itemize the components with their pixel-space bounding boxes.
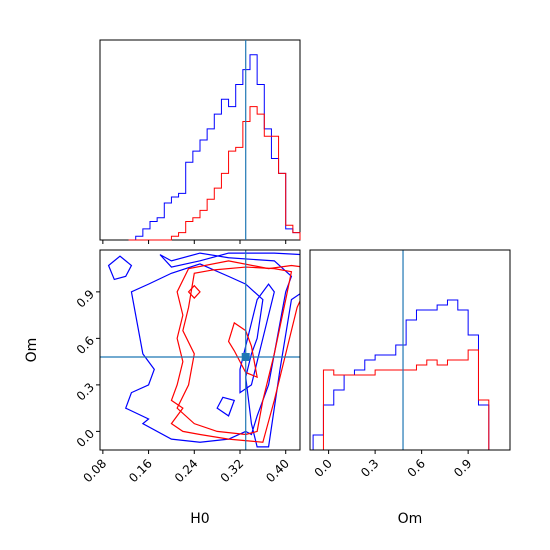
om-histogram-frame [309, 249, 511, 451]
om-y-axis-ticks: 0.0 0.3 0.6 0.9 [74, 287, 100, 450]
contour-red-5 [170, 260, 300, 443]
contour-red-4 [176, 266, 293, 436]
om-histogram-panel: 0.0 0.3 0.6 0.9 Om [309, 249, 511, 527]
om-y-tick-label: 0.6 [74, 334, 97, 357]
om-x-axis-ticks: 0.0 0.3 0.6 0.9 [312, 450, 475, 480]
h0-x-tick-label: 0.32 [218, 456, 247, 485]
om-x-tick-label: 0.9 [451, 456, 474, 479]
h0-om-contour-marks [100, 250, 300, 450]
om-y-tick-label: 0.3 [74, 380, 97, 403]
h0-om-contour-panel: 0.08 0.16 0.24 0.32 0.40 0.0 0.3 0.6 0.9 H0 Om [24, 249, 301, 527]
om-x-tick-label: 0.3 [358, 456, 381, 479]
om-x-tick-label: 0.6 [405, 456, 428, 479]
om-hist-red-series [313, 349, 500, 451]
h0-histogram-frame [99, 39, 301, 241]
contour-blue-0 [124, 252, 300, 448]
h0-om-frame [99, 249, 301, 451]
contour-red-6 [187, 284, 201, 299]
om-y-tick-label: 0.9 [74, 287, 97, 310]
joint-truth-marker [241, 352, 250, 361]
h0-hist-red-series [128, 106, 301, 241]
contour-blue-3 [239, 283, 275, 394]
h0-histogram-marks [102, 40, 301, 244]
contour-blue-1 [107, 255, 133, 281]
om-histogram-marks [312, 250, 500, 451]
om-hist-blue-series [312, 299, 500, 451]
h0-x-tick-label: 0.24 [172, 456, 201, 485]
om-y-axis-label: Om [24, 338, 40, 363]
contour-red-7 [227, 321, 258, 379]
om-axis-label: Om [398, 511, 423, 527]
h0-x-tick-label: 0.40 [263, 456, 292, 485]
om-x-tick-label: 0.0 [312, 456, 335, 479]
h0-axis-label: H0 [190, 511, 209, 527]
h0-hist-blue-series [128, 54, 301, 241]
contour-blue-2 [216, 396, 236, 417]
h0-x-tick-label: 0.08 [80, 456, 109, 485]
h0-histogram-panel [99, 39, 301, 244]
h0-x-tick-label: 0.16 [126, 456, 155, 485]
h0-x-axis-ticks: 0.08 0.16 0.24 0.32 0.40 [80, 450, 292, 485]
om-y-tick-label: 0.0 [74, 427, 97, 450]
